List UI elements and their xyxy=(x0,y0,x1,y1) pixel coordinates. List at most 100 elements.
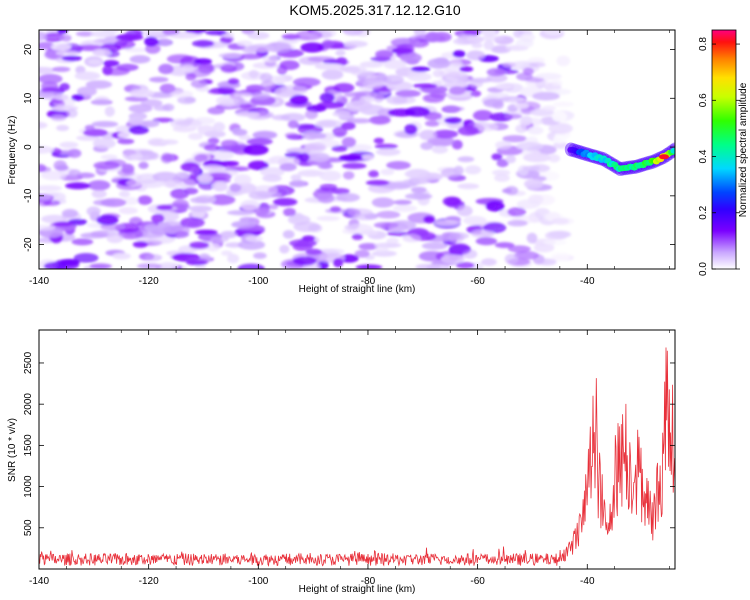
heatmap-noise-cell xyxy=(507,207,527,217)
chart-title: KOM5.2025.317.12.12.G10 xyxy=(289,2,460,18)
heatmap-noise-cell xyxy=(508,245,531,253)
heatmap-noise-cell xyxy=(520,115,533,126)
heatmap-noise-cell xyxy=(162,30,180,35)
heatmap-noise-cell xyxy=(160,139,179,145)
heatmap-noise-cell xyxy=(128,116,144,126)
heatmap-noise-cell xyxy=(319,92,335,103)
heatmap-noise-cell xyxy=(117,168,135,177)
heatmap-xlabel: Height of straight line (km) xyxy=(299,284,416,295)
snr-x-tick-label: -80 xyxy=(361,576,376,587)
heatmap-noise-cell xyxy=(492,169,511,176)
heatmap-noise-cell xyxy=(421,242,448,250)
heatmap-noise-cell xyxy=(245,235,263,242)
heatmap-noise-cell xyxy=(89,263,112,269)
colorbar-tick-label: 0.2 xyxy=(698,205,709,219)
heatmap-noise-cell xyxy=(248,190,272,200)
heatmap-noise-cell xyxy=(300,42,325,53)
heatmap-noise-cell xyxy=(481,258,497,266)
heatmap-noise-cell xyxy=(43,32,65,43)
heatmap-noise-cell xyxy=(420,142,434,150)
heatmap-noise-cell xyxy=(432,69,445,78)
snr-xlabel: Height of straight line (km) xyxy=(299,584,416,595)
heatmap-noise-cell xyxy=(315,119,343,128)
heatmap-noise-cell xyxy=(170,90,194,98)
heatmap-noise-cell xyxy=(424,120,440,127)
heatmap-noise-cell xyxy=(548,123,573,134)
heatmap-noise-cell xyxy=(438,77,459,85)
heatmap-noise-cell xyxy=(507,220,528,227)
heatmap-noise-cell xyxy=(279,163,297,172)
heatmap-noise-cell xyxy=(297,169,325,177)
heatmap-noise-cell xyxy=(194,153,208,163)
heatmap-noise-cell xyxy=(464,165,482,175)
heatmap-noise-cell xyxy=(556,55,571,67)
heatmap-noise-cell xyxy=(481,30,497,37)
heatmap-noise-cell xyxy=(375,148,401,156)
heatmap-noise-cell xyxy=(475,237,498,246)
heatmap-noise-cell xyxy=(404,193,433,200)
heatmap-noise-cell xyxy=(317,193,335,204)
colorbar-tick-label: 0.4 xyxy=(698,149,709,163)
heatmap-noise-cell xyxy=(319,183,338,191)
heatmap-noise-cell xyxy=(365,179,390,186)
heatmap-noise-cell xyxy=(240,199,260,211)
heatmap-noise-cell xyxy=(342,162,367,169)
heatmap-noise-cell xyxy=(371,197,395,208)
heatmap-noise-cell xyxy=(279,60,300,70)
heatmap-noise-cell xyxy=(238,53,263,60)
heatmap-noise-cell xyxy=(262,174,282,182)
heatmap-noise-cell xyxy=(219,230,238,239)
heatmap-noise-cell xyxy=(202,164,223,171)
heatmap-noise-cell xyxy=(197,125,216,135)
heatmap-noise-cell xyxy=(332,126,348,138)
heatmap-x-tick-label: -80 xyxy=(361,276,376,287)
heatmap-noise-cell xyxy=(227,78,240,85)
heatmap-noise-cell xyxy=(450,59,462,69)
heatmap-noise-cell xyxy=(39,164,47,173)
heatmap-noise-cell xyxy=(216,95,240,107)
heatmap-noise-cell xyxy=(239,103,252,109)
heatmap-y-tick-label: -20 xyxy=(23,237,34,252)
heatmap-noise-cell xyxy=(362,154,375,160)
heatmap-noise-cell xyxy=(353,213,379,221)
heatmap-noise-cell xyxy=(61,55,82,62)
heatmap-noise-cell xyxy=(238,224,265,232)
heatmap-noise-cell xyxy=(87,59,102,65)
heatmap-noise-cell xyxy=(284,132,299,138)
heatmap-noise-cell xyxy=(444,117,462,124)
heatmap-noise-cell xyxy=(137,263,162,269)
heatmap-noise-cell xyxy=(91,121,119,128)
heatmap-noise-cell xyxy=(466,50,486,61)
heatmap-noise-cell xyxy=(522,165,541,171)
snr-y-ticks: 500 1000 1500 2000 2500 xyxy=(23,351,675,536)
heatmap-noise-cell xyxy=(338,66,361,73)
heatmap-noise-cell xyxy=(158,262,179,269)
heatmap-noise-cell xyxy=(220,64,237,73)
heatmap-noise-cell xyxy=(248,69,259,79)
snr-y-tick-label: 1500 xyxy=(23,434,34,457)
colorbar-label: Normalized spectral amplitude xyxy=(738,82,749,217)
heatmap-noise-cell xyxy=(179,179,196,190)
heatmap-noise-cell xyxy=(538,258,557,266)
heatmap-noise-cell xyxy=(543,239,567,246)
heatmap-noise-cell xyxy=(39,224,56,231)
heatmap-noise-cell xyxy=(432,129,459,139)
heatmap-noise-cell xyxy=(551,111,568,122)
heatmap-x-tick-label: -40 xyxy=(580,276,595,287)
heatmap-noise-cell xyxy=(495,83,514,90)
heatmap-noise-cell xyxy=(245,84,265,92)
heatmap-noise-cell xyxy=(144,36,159,47)
heatmap-noise-cell xyxy=(185,260,207,266)
snr-x-tick-label: -140 xyxy=(29,576,49,587)
heatmap-noise-cell xyxy=(331,188,350,195)
heatmap-noise-cell xyxy=(39,145,54,154)
heatmap-noise-cell xyxy=(373,137,385,144)
heatmap-noise-cell xyxy=(185,73,197,81)
heatmap-noise-cell xyxy=(496,159,509,168)
heatmap-noise-cell xyxy=(279,244,290,254)
heatmap-noise-cell xyxy=(343,171,355,180)
heatmap-noise-cell xyxy=(40,170,67,181)
heatmap-noise-cell xyxy=(190,79,207,89)
